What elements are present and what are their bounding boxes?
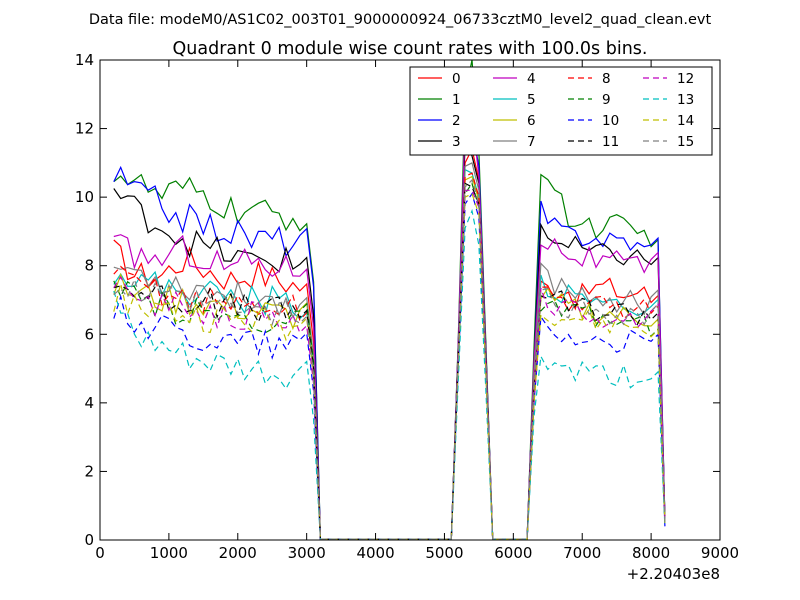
y-tick-label: 6 <box>84 325 94 343</box>
legend-label-6: 6 <box>527 113 536 129</box>
x-tick-label: 5000 <box>425 544 463 562</box>
y-tick-label: 0 <box>84 531 94 549</box>
series-layer <box>113 60 666 540</box>
legend-label-9: 9 <box>602 92 611 108</box>
legend-label-14: 14 <box>677 113 694 129</box>
legend-label-10: 10 <box>602 113 619 129</box>
y-tick-label: 8 <box>84 257 94 275</box>
plot-frame <box>99 59 721 541</box>
chart-title: Quadrant 0 module wise count rates with … <box>173 39 648 59</box>
legend-label-15: 15 <box>677 134 694 150</box>
x-tick-label: 4000 <box>356 544 394 562</box>
x-tick-label: 8000 <box>632 544 670 562</box>
x-tick-label: 9000 <box>701 544 739 562</box>
legend-label-11: 11 <box>602 134 619 150</box>
y-tick-label: 12 <box>75 120 94 138</box>
legend-label-5: 5 <box>527 92 536 108</box>
series-line-9 <box>113 181 666 540</box>
legend-label-0: 0 <box>452 71 461 87</box>
x-tick-label: 2000 <box>219 544 257 562</box>
legend-label-2: 2 <box>452 113 461 129</box>
legend-frame <box>409 66 713 156</box>
legend-label-3: 3 <box>452 134 461 150</box>
legend-label-12: 12 <box>677 71 694 87</box>
legend-label-1: 1 <box>452 92 461 108</box>
x-axis: 0 1000 2000 3000 4000 5000 6000 7000 8000 9000 <box>95 60 739 562</box>
series-line-14 <box>113 192 666 540</box>
series-line-13 <box>113 208 666 540</box>
legend-label-13: 13 <box>677 92 694 108</box>
legend-label-7: 7 <box>527 134 536 150</box>
x-tick-label: 0 <box>95 544 105 562</box>
x-tick-label: 7000 <box>563 544 601 562</box>
x-offset-label: +2.20403e8 <box>627 565 720 583</box>
x-tick-label: 6000 <box>494 544 532 562</box>
y-tick-label: 10 <box>75 188 94 206</box>
y-tick-label: 2 <box>84 462 94 480</box>
x-tick-label: 3000 <box>288 544 326 562</box>
series-line-15 <box>113 178 666 540</box>
y-tick-label: 14 <box>75 51 94 69</box>
legend-label-8: 8 <box>602 71 611 87</box>
y-tick-label: 4 <box>84 394 94 412</box>
x-tick-label: 1000 <box>150 544 188 562</box>
chart-suptitle: Data file: modeM0/AS1C02_003T01_90000009… <box>89 12 712 28</box>
legend-label-4: 4 <box>527 71 536 87</box>
